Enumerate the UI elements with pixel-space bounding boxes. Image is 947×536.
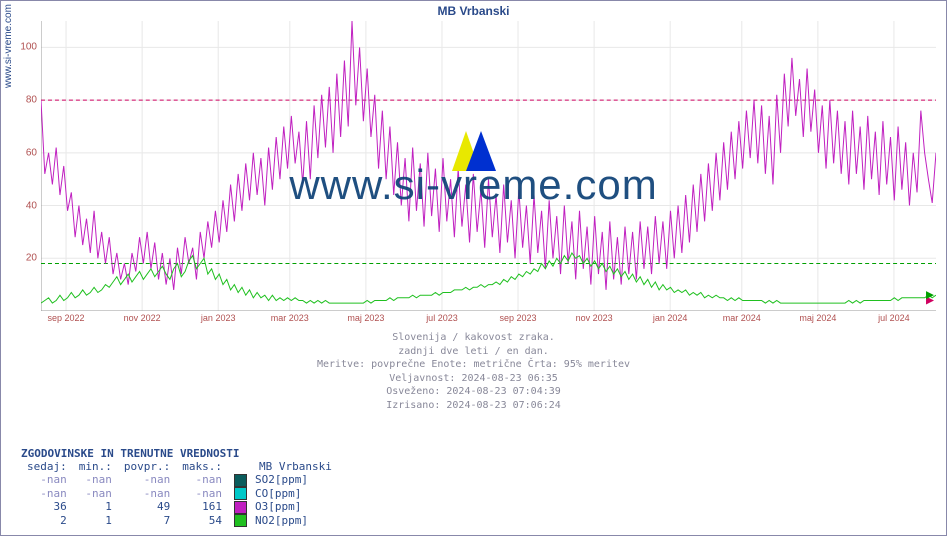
y-axis-ticks: 20406080100 [1,21,39,311]
meta-line: Slovenija / kakovost zraka. [1,331,946,345]
x-axis-ticks: sep 2022nov 2022jan 2023mar 2023maj 2023… [41,313,936,325]
legend-swatch [234,514,247,527]
legend-row: 36149161O3[ppm] [21,500,338,514]
chart-title: MB Vrbanski [1,1,946,18]
legend-header: ZGODOVINSKE IN TRENUTNE VREDNOSTI [21,447,338,460]
legend-grid: sedaj:min.:povpr.:maks.:MB Vrbanski-nan-… [21,460,338,527]
legend-row: -nan-nan-nan-nanCO[ppm] [21,487,338,501]
meta-line: Izrisano: 2024-08-23 07:06:24 [1,399,946,413]
meta-line: Osveženo: 2024-08-23 07:04:39 [1,385,946,399]
legend-swatch [234,474,247,487]
watermark-icon [452,131,496,174]
legend-swatch [234,501,247,514]
legend-row: -nan-nan-nan-nanSO2[ppm] [21,473,338,487]
chart-metadata: Slovenija / kakovost zraka. zadnji dve l… [1,331,946,412]
legend-swatch [234,487,247,500]
meta-line: zadnji dve leti / en dan. [1,345,946,359]
legend-table: ZGODOVINSKE IN TRENUTNE VREDNOSTI sedaj:… [21,447,338,527]
legend-row: 21754NO2[ppm] [21,514,338,528]
meta-line: Meritve: povprečne Enote: metrične Črta:… [1,358,946,372]
meta-line: Veljavnost: 2024-08-23 06:35 [1,372,946,386]
chart-page: MB Vrbanski www.si-vreme.com 20406080100… [0,0,947,536]
